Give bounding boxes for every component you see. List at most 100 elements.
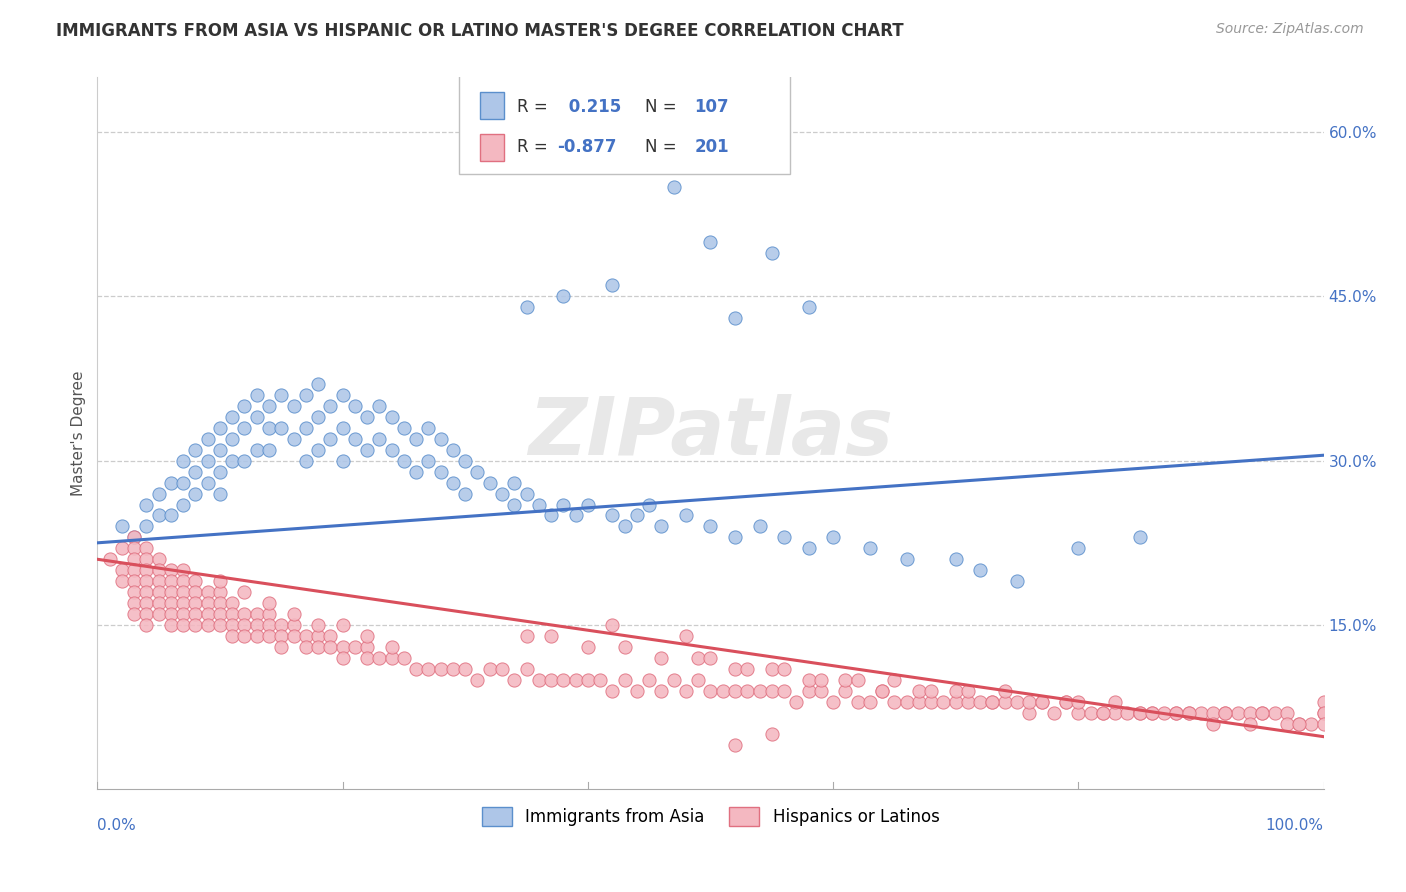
Point [724,662,747,676]
Point [233,585,256,599]
Point [969,563,991,577]
Point [221,432,243,446]
Point [797,541,820,556]
Point [184,618,207,632]
Point [429,465,451,479]
Point [688,650,710,665]
Point [332,453,354,467]
Text: R =: R = [517,98,553,116]
Point [602,278,624,293]
Point [699,650,721,665]
Point [135,618,157,632]
Point [221,607,243,621]
Point [270,629,292,643]
Point [160,563,183,577]
Point [969,695,991,709]
Point [724,311,747,326]
Point [332,650,354,665]
Point [246,629,269,643]
Point [613,640,636,654]
Point [148,574,170,589]
Text: IMMIGRANTS FROM ASIA VS HISPANIC OR LATINO MASTER'S DEGREE CORRELATION CHART: IMMIGRANTS FROM ASIA VS HISPANIC OR LATI… [56,22,904,40]
Point [1080,706,1102,720]
Point [553,289,575,303]
Point [1288,716,1310,731]
Point [1054,695,1077,709]
Point [564,673,586,687]
Point [1275,706,1298,720]
Point [724,530,747,544]
Point [208,465,231,479]
Point [135,541,157,556]
Point [135,574,157,589]
Point [332,640,354,654]
Point [208,486,231,500]
Point [257,607,280,621]
Point [197,596,219,610]
Point [602,618,624,632]
Point [1189,706,1212,720]
Point [184,585,207,599]
Point [1104,695,1126,709]
Point [418,453,440,467]
Point [111,541,134,556]
Point [295,388,318,402]
Point [503,475,526,490]
Point [834,683,856,698]
Point [626,508,648,523]
Point [257,399,280,413]
Point [295,629,318,643]
Point [307,442,329,457]
Point [932,695,955,709]
Point [650,519,672,533]
Point [1239,716,1261,731]
Point [441,662,464,676]
Point [233,453,256,467]
Point [257,421,280,435]
Point [111,574,134,589]
Point [870,683,893,698]
Point [1239,706,1261,720]
Point [221,453,243,467]
Point [283,432,305,446]
Point [981,695,1004,709]
Text: N =: N = [645,138,682,156]
Point [257,596,280,610]
Point [160,596,183,610]
Point [418,421,440,435]
Point [834,673,856,687]
Point [515,629,537,643]
Point [994,683,1017,698]
Point [1177,706,1199,720]
Point [1177,706,1199,720]
Point [748,519,770,533]
Point [392,453,415,467]
Point [662,180,685,194]
Point [810,673,832,687]
Point [527,498,550,512]
Point [478,475,501,490]
Point [208,618,231,632]
Point [1140,706,1163,720]
Bar [479,134,505,161]
Point [896,552,918,566]
Point [576,498,599,512]
Point [343,640,366,654]
Point [381,640,404,654]
Point [111,519,134,533]
Point [307,618,329,632]
Point [870,683,893,698]
Point [208,442,231,457]
Point [197,453,219,467]
Point [797,673,820,687]
Point [208,585,231,599]
Point [1054,695,1077,709]
Point [1091,706,1114,720]
Point [797,683,820,698]
Point [392,650,415,665]
Point [467,673,489,687]
Point [908,695,931,709]
Point [160,574,183,589]
Point [257,442,280,457]
Point [699,235,721,249]
